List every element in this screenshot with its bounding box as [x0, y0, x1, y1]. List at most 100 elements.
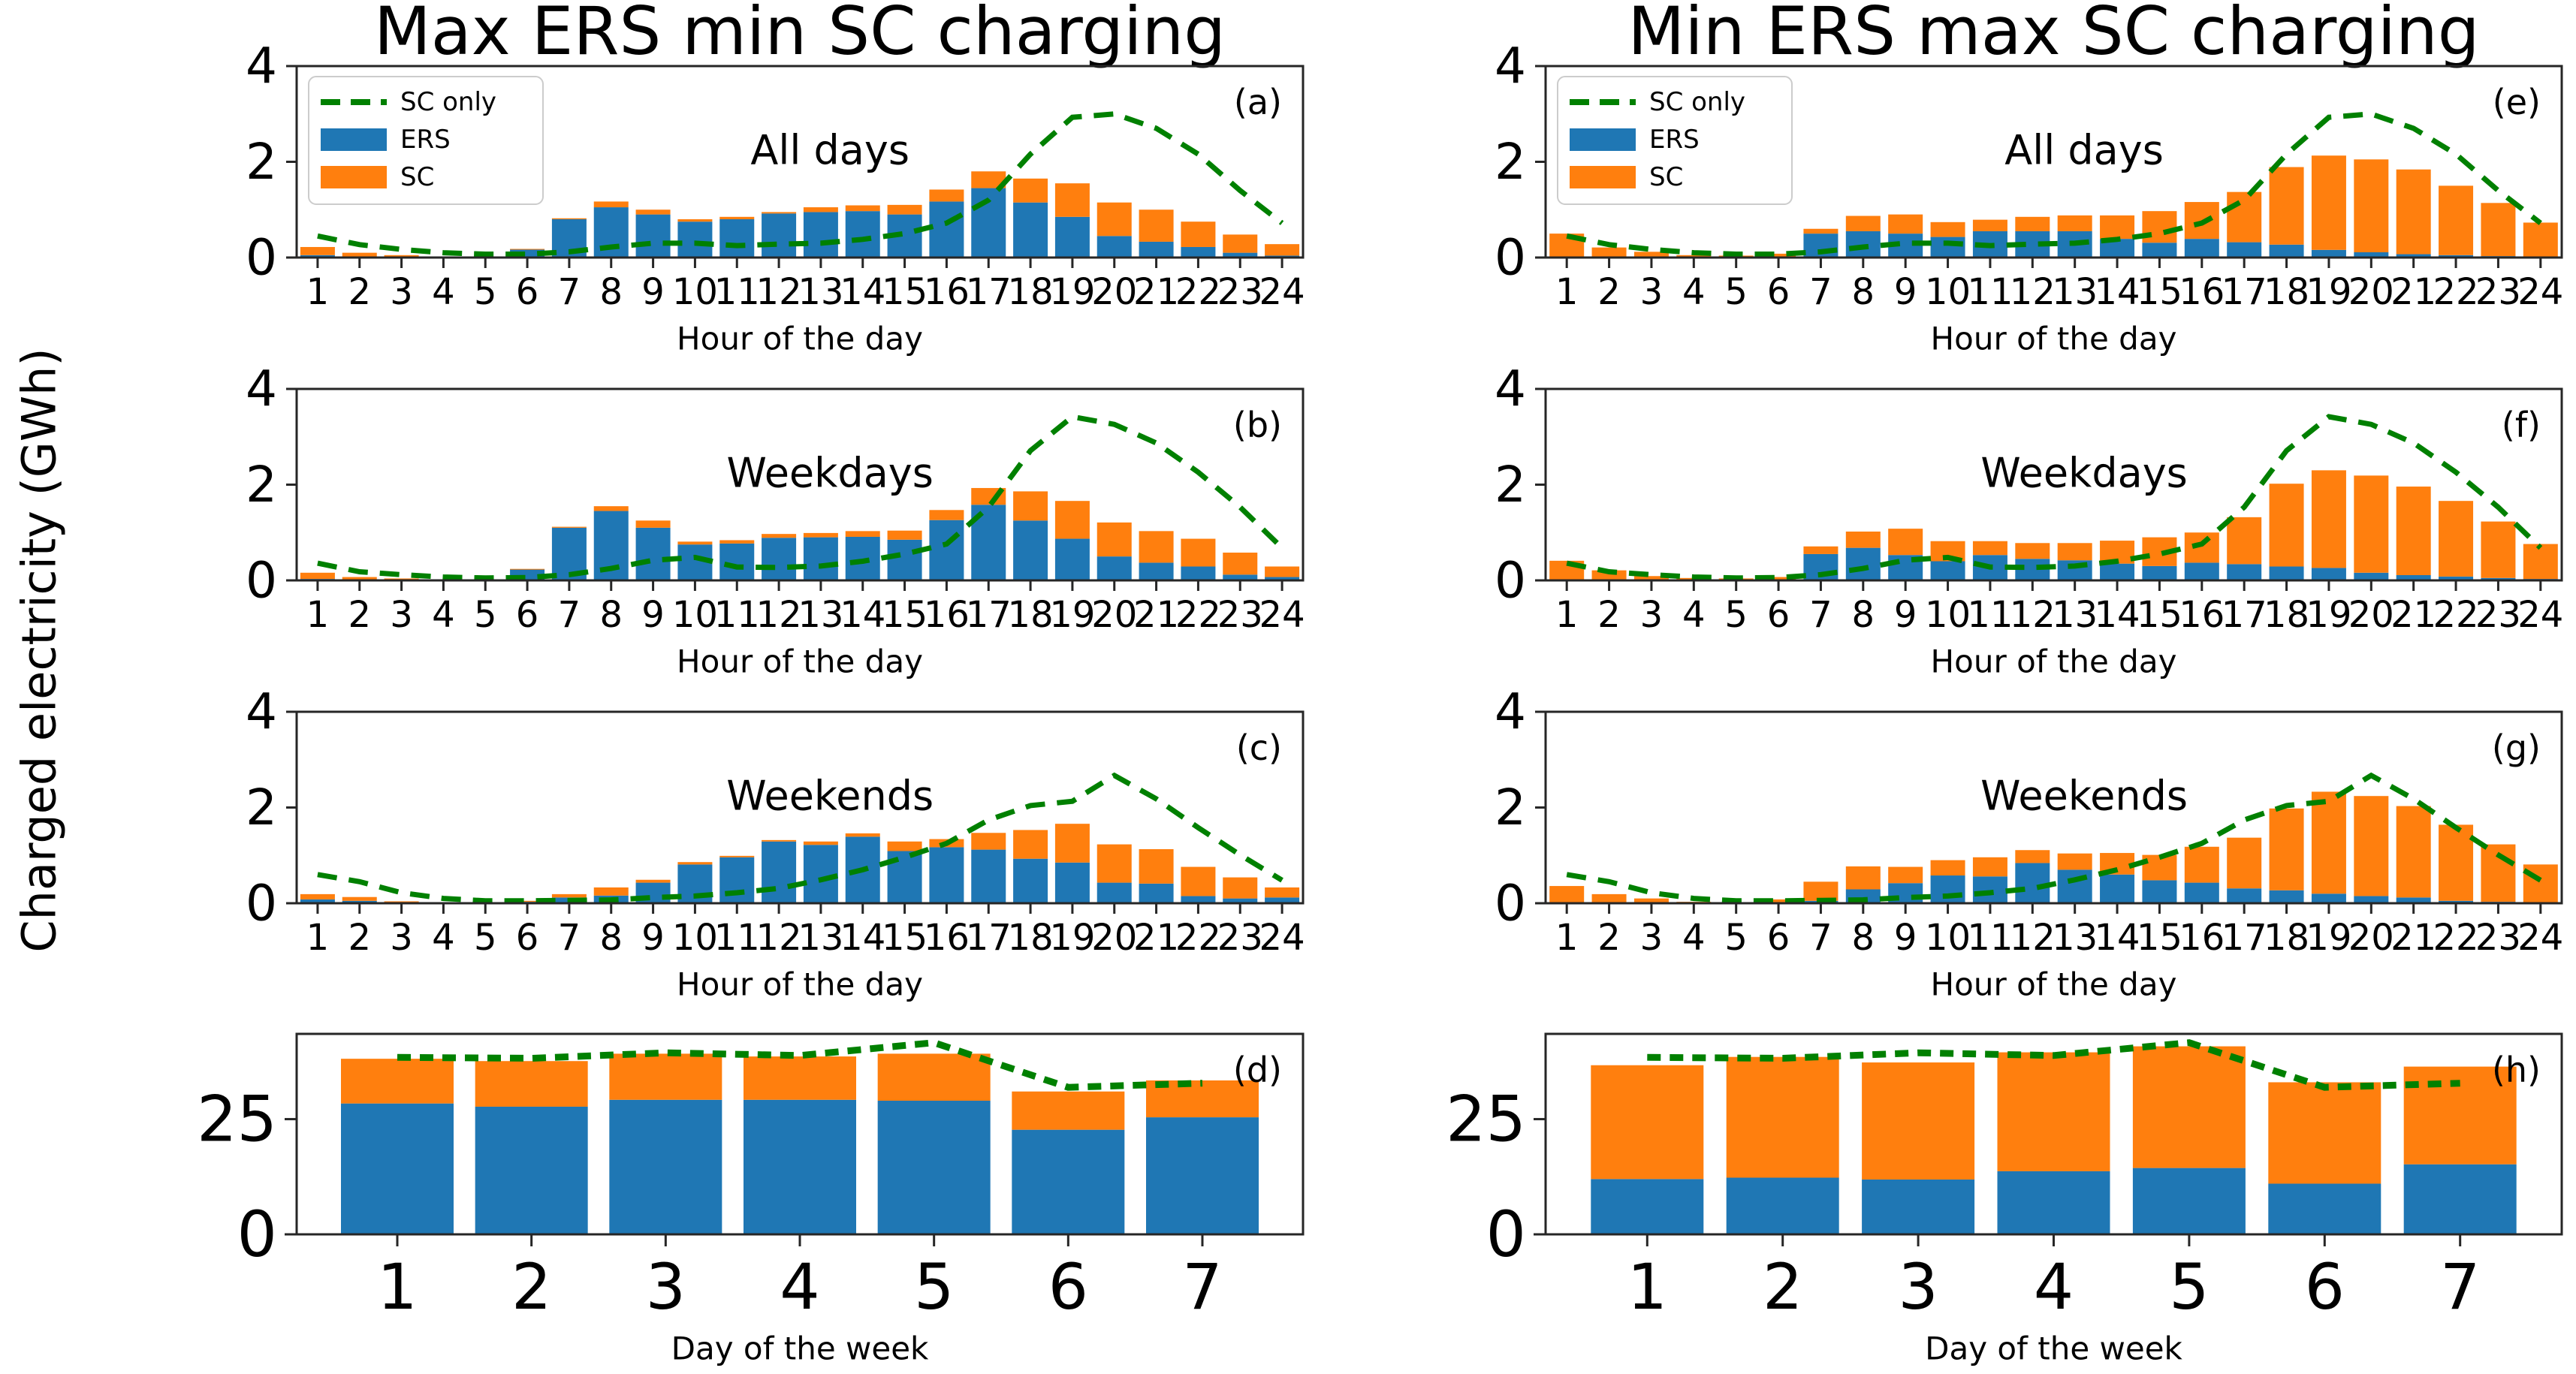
- sc-bar: [1633, 576, 1669, 580]
- sc-bar: [1803, 546, 1838, 554]
- y-axis: 0 25: [197, 1083, 297, 1271]
- x-tick-label: 3: [646, 1250, 686, 1324]
- x-tick-label: 24: [1259, 917, 1305, 959]
- ers-bar: [929, 847, 964, 903]
- sc-bar: [1761, 253, 1796, 258]
- sc-only-line: [1566, 772, 2542, 904]
- y-tick-label: 4: [246, 683, 277, 741]
- sc-bar: [2142, 854, 2177, 881]
- x-tick-label: 17: [966, 594, 1012, 636]
- sc-bar: [1096, 202, 1132, 237]
- ers-bar: [887, 539, 922, 580]
- x-tick-label: 17: [2222, 917, 2267, 959]
- ers-bar: [510, 249, 545, 258]
- sc-bar: [609, 1053, 722, 1100]
- sc-bar: [1761, 577, 1796, 580]
- bars: [300, 824, 1300, 904]
- y-tick-label: 0: [1495, 552, 1526, 610]
- bars: [341, 1053, 1259, 1234]
- sc-bar: [551, 218, 587, 219]
- y-tick-label: 0: [246, 875, 277, 933]
- ers-bar: [1223, 898, 1258, 903]
- x-tick-label: 6: [2305, 1250, 2345, 1324]
- x-tick-label: 19: [1049, 917, 1095, 959]
- sc-only-line: [1566, 111, 2542, 257]
- x-tick-label: 14: [2095, 594, 2140, 636]
- column-title-min-ers: Min ERS max SC charging: [1627, 0, 2480, 70]
- ers-bar: [593, 207, 629, 258]
- x-tick-label: 11: [1967, 594, 2013, 636]
- x-tick-label: 7: [2440, 1250, 2480, 1324]
- ers-bar: [845, 211, 880, 258]
- ers-bar: [2268, 1183, 2381, 1234]
- legend-patch-swatch: [1570, 166, 1636, 188]
- y-tick-label: 4: [1495, 683, 1526, 741]
- x-tick-label: 1: [1627, 1250, 1667, 1324]
- x-tick-label: 13: [798, 271, 843, 313]
- sc-bar: [1265, 566, 1300, 577]
- sc-bar: [2481, 203, 2516, 257]
- ers-bar: [2311, 893, 2346, 903]
- ers-bar: [1972, 876, 2007, 903]
- panel-letter: (d): [1233, 1050, 1282, 1090]
- sc-bar: [1972, 541, 2007, 556]
- y-tick-label: 0: [237, 1198, 277, 1271]
- x-tick-label: 1: [1555, 271, 1579, 313]
- sc-bar: [1549, 886, 1585, 903]
- sc-bar: [2354, 475, 2389, 573]
- panel-d-chart: 1 2 3 4 5 6 7 0 25 Day of the week (d): [197, 1032, 1305, 1367]
- x-tick-label: 23: [2475, 917, 2521, 959]
- panel-letter: (c): [1236, 728, 1282, 768]
- sc-bar: [1676, 255, 1712, 258]
- x-tick-label: 24: [1259, 271, 1305, 313]
- ers-bar: [2142, 565, 2177, 580]
- x-tick-label: 24: [2517, 917, 2563, 959]
- panel-f-chart: 1 2 3 4 5 6 7 8 9 1011121314151617181920212223240…: [1495, 360, 2563, 680]
- sc-bar: [1012, 1091, 1125, 1130]
- x-tick-label: 4: [780, 1250, 819, 1324]
- x-tick-label: 13: [798, 594, 843, 636]
- sc-bar: [1139, 531, 1174, 563]
- ers-bar: [2396, 574, 2431, 580]
- legend-label: SC only: [1649, 87, 1745, 117]
- sc-bar: [2439, 824, 2474, 901]
- sc-bar: [1054, 824, 1090, 863]
- ers-bar: [1223, 574, 1258, 580]
- x-tick-label: 21: [2390, 594, 2436, 636]
- ers-bar: [635, 214, 671, 258]
- sc-bar: [1223, 877, 1258, 899]
- ers-bar: [1265, 897, 1300, 903]
- x-tick-label: 15: [882, 271, 928, 313]
- sc-bar: [1761, 899, 1796, 903]
- x-tick-label: 3: [390, 594, 413, 636]
- x-axis-label: Hour of the day: [1931, 643, 2177, 680]
- sc-bar: [593, 201, 629, 208]
- ers-bar: [1054, 862, 1090, 903]
- sc-bar: [1139, 209, 1174, 242]
- x-tick-label: 22: [2433, 271, 2479, 313]
- sc-bar: [677, 541, 713, 545]
- sc-bar: [593, 887, 629, 896]
- sc-bar: [2311, 155, 2346, 250]
- panel-annotation: Weekdays: [726, 450, 933, 497]
- sc-bar: [971, 833, 1006, 850]
- bars: [1591, 1046, 2517, 1234]
- sc-bar: [2015, 543, 2050, 559]
- x-tick-label: 16: [2179, 917, 2225, 959]
- ers-bar: [1181, 566, 1216, 580]
- x-tick-label: 22: [2433, 917, 2479, 959]
- ers-bar: [1096, 236, 1132, 258]
- sc-bar: [2184, 532, 2219, 563]
- ers-bar: [2396, 897, 2431, 903]
- x-tick-label: 20: [2348, 917, 2394, 959]
- x-tick-label: 4: [1682, 271, 1706, 313]
- x-axis-label: Hour of the day: [1931, 321, 2177, 357]
- x-tick-label: 12: [2010, 271, 2056, 313]
- x-tick-label: 4: [432, 917, 455, 959]
- sc-bar: [551, 526, 587, 528]
- x-tick-label: 7: [1809, 594, 1832, 636]
